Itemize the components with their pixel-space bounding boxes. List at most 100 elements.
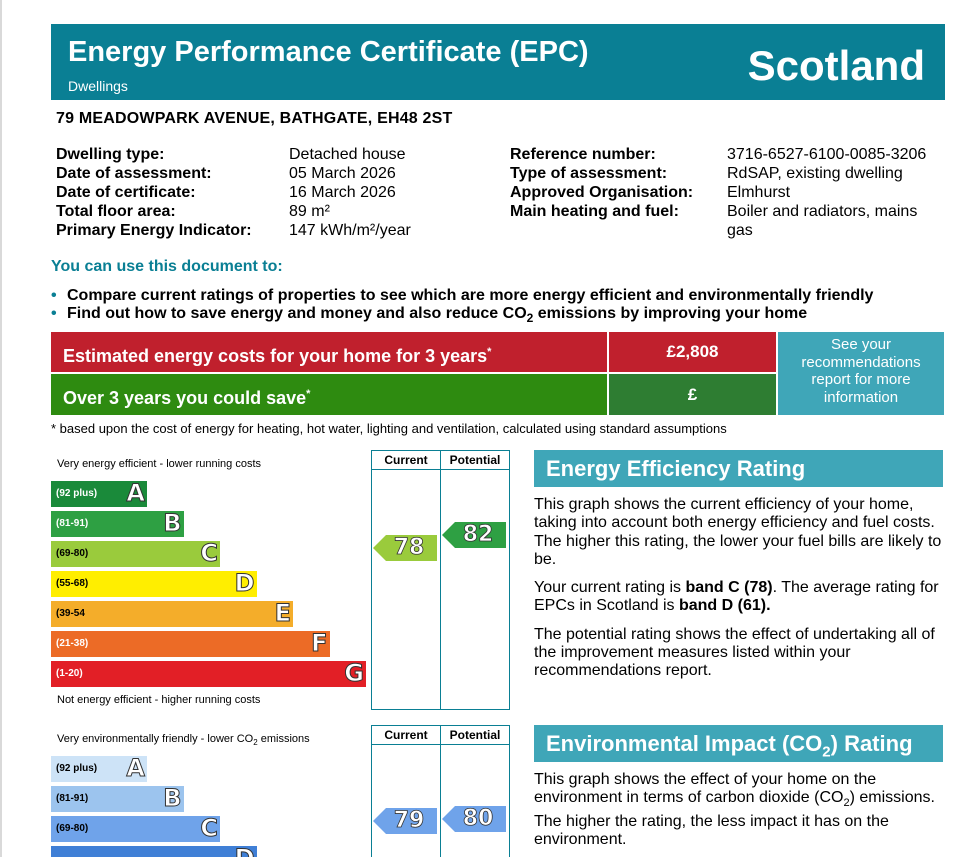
band-range-label: (69-80) <box>56 548 89 559</box>
band-range-label: (81-91) <box>56 518 89 529</box>
paragraph: The potential rating shows the effect of… <box>534 625 935 680</box>
band-letter: C <box>200 539 219 568</box>
use-document-list: • Compare current ratings of properties t… <box>51 287 873 327</box>
energy-efficiency-description: This graph shows the current efficiency … <box>534 496 944 691</box>
detail-row: Primary Energy Indicator: 147 kWh/m²/year <box>56 221 479 240</box>
scale-top-caption: Very energy efficient - lower running co… <box>57 458 262 470</box>
detail-row: Main heating and fuel: Boiler and radiato… <box>510 202 942 240</box>
footnote-mark: * <box>487 346 492 358</box>
current-rating-indicator: 79 <box>373 808 437 834</box>
band-letter: F <box>311 629 328 658</box>
column-divider <box>440 726 441 857</box>
detail-value: Boiler and radiators, mains gas <box>727 203 918 239</box>
region-label: Scotland <box>747 42 925 89</box>
average-band-text: band D (61). <box>678 597 771 615</box>
detail-label: Approved Organisation: <box>510 184 694 201</box>
band-letter: B <box>163 784 182 813</box>
paragraph: This graph shows the effect of your home… <box>534 771 944 849</box>
detail-value: 16 March 2026 <box>289 184 396 201</box>
detail-label: Primary Energy Indicator: <box>56 222 252 239</box>
bullet-text: Find out how to save energy and money an… <box>67 305 807 327</box>
property-details-left: Dwelling type: Detached house Date of ass… <box>56 145 479 240</box>
estimated-costs-label: Estimated energy costs for your home for… <box>51 332 607 372</box>
estimated-costs-value: £2,808 <box>609 332 776 372</box>
text-part: . The average rating for EPCs in Scotlan… <box>534 579 939 615</box>
property-details-right: Reference number: 3716-6527-6100-0085-320… <box>510 145 942 240</box>
band-range-label: (92 plus) <box>56 763 98 774</box>
rating-band-d: D <box>51 844 257 857</box>
rating-columns: Current Potential <box>371 725 510 857</box>
scale-bottom-caption: Not energy efficient - higher running co… <box>57 694 261 706</box>
detail-row: Dwelling type: Detached house <box>56 145 479 164</box>
band-range-label: (92 plus) <box>56 488 98 499</box>
detail-row: Type of assessment: RdSAP, existing dwell… <box>510 164 942 183</box>
current-rating-indicator: 78 <box>373 535 437 561</box>
detail-value: 147 kWh/m²/year <box>289 222 411 239</box>
title-part: Environmental Impact (CO <box>546 731 823 756</box>
potential-savings-label: Over 3 years you could save* <box>51 374 607 415</box>
detail-row: Date of certificate: 16 March 2026 <box>56 183 479 202</box>
header-divider <box>372 744 509 745</box>
potential-column-header: Potential <box>449 728 501 742</box>
potential-column-header: Potential <box>449 453 501 467</box>
rating-columns: Current Potential <box>371 450 510 710</box>
band-letter: A <box>126 754 146 783</box>
rating-band-e: (39-54 E <box>51 599 293 628</box>
current-column-header: Current <box>384 453 428 467</box>
rating-band-b: (81-91) B <box>51 784 184 813</box>
property-address: 79 MEADOWPARK AVENUE, BATHGATE, EH48 2ST <box>56 110 453 127</box>
energy-efficiency-title: Energy Efficiency Rating <box>534 450 943 487</box>
rating-value: 79 <box>393 808 425 834</box>
rating-arrow-shape <box>373 808 437 834</box>
detail-label: Reference number: <box>510 146 656 163</box>
rating-value: 78 <box>393 535 425 561</box>
current-band-text: band C (78) <box>685 579 773 597</box>
text-part: This graph shows the effect of your home… <box>534 771 877 807</box>
potential-rating-indicator: 82 <box>442 522 506 548</box>
band-range-label: (81-91) <box>56 793 89 804</box>
rating-arrow-shape <box>373 535 437 561</box>
rating-value: 82 <box>462 522 494 548</box>
use-document-heading: You can use this document to: <box>51 258 283 275</box>
caption-part: Very environmentally friendly - lower CO <box>57 733 254 745</box>
page-edge <box>0 0 2 857</box>
potential-savings-text: Over 3 years you could save <box>63 388 307 408</box>
detail-row: Reference number: 3716-6527-6100-0085-320… <box>510 145 942 164</box>
band-range-label: (55-68) <box>56 578 89 589</box>
title-part: ) Rating <box>830 731 913 756</box>
band-range-label: (1-20) <box>56 668 83 679</box>
potential-savings-value: £ <box>609 374 776 415</box>
detail-value: 05 March 2026 <box>289 165 396 182</box>
environmental-impact-description: This graph shows the effect of your home… <box>534 771 944 857</box>
detail-row: Approved Organisation: Elmhurst <box>510 183 942 202</box>
current-column-header: Current <box>384 728 428 742</box>
list-item: • Find out how to save energy and money a… <box>51 305 873 327</box>
caption-part: emissions <box>257 733 310 745</box>
footnote-mark: * <box>306 388 311 400</box>
paragraph: Your current rating is band C (78). The … <box>534 579 944 616</box>
rating-band-b: (81-91) B <box>51 509 184 538</box>
detail-value: 3716-6527-6100-0085-3206 <box>727 146 927 163</box>
paragraph: This graph shows the current efficiency … <box>534 496 942 568</box>
detail-label: Date of assessment: <box>56 165 212 182</box>
cost-footnote: * based upon the cost of energy for heat… <box>51 421 727 436</box>
subscript: 2 <box>822 743 831 761</box>
subscript: 2 <box>253 738 258 748</box>
band-letter: B <box>163 509 182 538</box>
band-range-label: (39-54 <box>56 608 85 619</box>
detail-row: Total floor area: 89 m² <box>56 202 479 221</box>
subscript: 2 <box>526 311 534 326</box>
rating-band-d: (55-68) D <box>51 569 257 598</box>
text-part: Your current rating is <box>534 579 686 597</box>
rating-band-g: (1-20) G <box>51 659 366 688</box>
rating-band-c: (69-80) C <box>51 539 220 568</box>
band-letter: A <box>126 479 146 508</box>
detail-value: Elmhurst <box>727 184 791 201</box>
recommendations-report-link[interactable]: See your recommendations report for more… <box>778 332 944 415</box>
detail-value: RdSAP, existing dwelling <box>727 165 903 182</box>
rating-arrow-shape <box>442 806 506 832</box>
rating-value: 80 <box>462 806 494 832</box>
rating-arrow-shape <box>442 522 506 548</box>
detail-label: Main heating and fuel: <box>510 203 679 220</box>
text-part: ) emissions. The higher the rating, the … <box>534 789 935 849</box>
